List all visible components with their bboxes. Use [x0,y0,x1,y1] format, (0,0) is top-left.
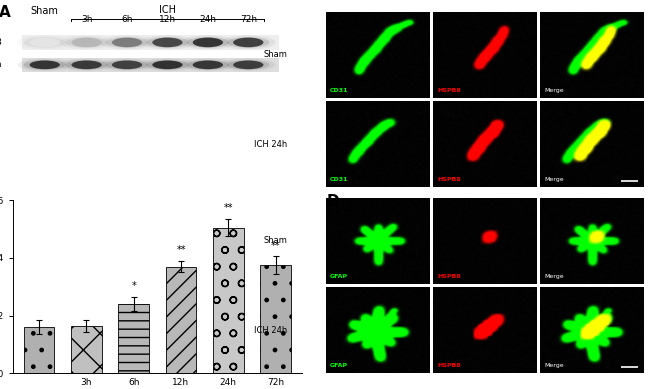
Text: Merge: Merge [545,177,564,182]
Ellipse shape [72,38,102,47]
Text: **: ** [224,203,233,213]
Text: 72h: 72h [240,16,257,25]
Text: 6h: 6h [122,16,133,25]
Ellipse shape [192,60,223,69]
Ellipse shape [18,35,72,49]
Y-axis label: Sham: Sham [263,50,287,59]
Ellipse shape [106,37,148,48]
FancyBboxPatch shape [21,58,279,72]
Ellipse shape [23,60,66,70]
Text: HSPB8: HSPB8 [437,177,461,182]
Text: ICH: ICH [159,5,176,15]
Ellipse shape [233,38,263,47]
Text: **: ** [176,245,186,255]
Text: **: ** [271,241,280,251]
Text: Merge: Merge [545,363,564,368]
Text: CD31: CD31 [330,88,348,93]
Text: 24h: 24h [200,16,216,25]
Text: 3h: 3h [81,16,92,25]
Text: Merge: Merge [545,274,564,279]
Text: HSPB8: HSPB8 [0,38,1,47]
Ellipse shape [221,59,276,71]
Text: A: A [0,5,10,20]
Ellipse shape [221,35,276,49]
Ellipse shape [140,59,195,71]
Y-axis label: ICH 24h: ICH 24h [254,326,287,335]
Ellipse shape [66,37,108,48]
Bar [118,304,149,373]
Text: HSPB8: HSPB8 [437,363,461,368]
Ellipse shape [112,60,142,69]
Ellipse shape [59,59,114,71]
Bar [260,265,291,373]
Text: D: D [326,194,339,210]
Ellipse shape [181,35,235,49]
Ellipse shape [30,38,60,47]
Text: C: C [326,12,337,27]
Bar [213,228,244,373]
Ellipse shape [227,37,270,48]
Ellipse shape [30,60,60,69]
Ellipse shape [18,59,72,71]
Text: GFAP: GFAP [330,363,348,368]
Ellipse shape [59,35,114,49]
Text: Merge: Merge [545,88,564,93]
Ellipse shape [181,59,235,71]
Ellipse shape [72,60,102,69]
Bar [166,266,196,373]
FancyBboxPatch shape [21,35,279,50]
Ellipse shape [146,37,188,48]
Text: CD31: CD31 [330,177,348,182]
Text: GFAP: GFAP [330,274,348,279]
Text: HSPB8: HSPB8 [437,274,461,279]
Ellipse shape [152,38,183,47]
Ellipse shape [99,35,154,49]
Ellipse shape [112,38,142,47]
Ellipse shape [23,37,66,48]
Text: Sham: Sham [31,5,58,16]
Bar [23,327,55,373]
Ellipse shape [99,59,154,71]
Y-axis label: ICH 24h: ICH 24h [254,140,287,149]
Ellipse shape [146,60,188,70]
Text: *: * [131,281,136,291]
Ellipse shape [227,60,270,70]
Ellipse shape [106,60,148,70]
Text: HSPB8: HSPB8 [437,88,461,93]
Bar [71,326,102,373]
Y-axis label: Sham: Sham [263,237,287,245]
Ellipse shape [152,60,183,69]
Ellipse shape [66,60,108,70]
Ellipse shape [187,60,229,70]
Ellipse shape [233,60,263,69]
Text: β-actin: β-actin [0,60,1,69]
Ellipse shape [140,35,195,49]
Ellipse shape [187,37,229,48]
Ellipse shape [192,38,223,47]
Text: 12h: 12h [159,16,176,25]
